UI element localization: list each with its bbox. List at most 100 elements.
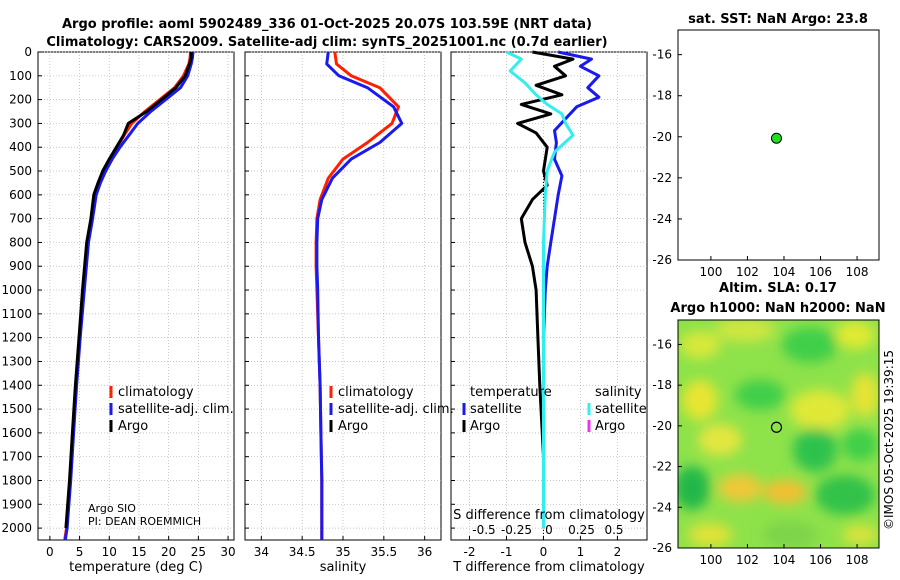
legend-satellite-adj: satellite-adj. clim. [118, 402, 234, 417]
map-x-tick-label: 106 [809, 553, 832, 567]
x-tick-label: 34.5 [289, 545, 316, 559]
depth-tick-label: 1300 [1, 354, 32, 368]
map-y-tick-label: -22 [652, 460, 672, 474]
t-difference-axis-label: T difference from climatology [452, 560, 645, 575]
legend-climatology: climatology [118, 385, 194, 400]
legend-temperature-header: temperature [470, 385, 552, 400]
x-tick-label: 35.5 [370, 545, 397, 559]
x-tick-label: 35 [335, 545, 350, 559]
legend-argo-temp: Argo [470, 419, 500, 434]
map-x-tick-label: 102 [736, 553, 759, 567]
depth-tick-label: 900 [9, 259, 32, 273]
map-x-tick-label: 104 [773, 553, 796, 567]
x-tick-label: 36 [417, 545, 432, 559]
x-tick-label: 15 [131, 545, 146, 559]
series-satellite-adj-clim- [315, 51, 404, 540]
depth-tick-label: 1400 [1, 378, 32, 392]
depth-tick-label: 800 [9, 235, 32, 249]
depth-tick-label: 1900 [1, 497, 32, 511]
sst-map-ticks: 100 102 104 106 108 -16 -18 -20 -22 -24 -26 [652, 48, 868, 279]
profile-series [63, 50, 601, 541]
x-tick-label: 25 [191, 545, 206, 559]
depth-tick-label: 2000 [1, 521, 32, 535]
legend-climatology-2: climatology [338, 385, 414, 400]
map-y-tick-label: -20 [652, 130, 672, 144]
series-satellite-salinity [505, 50, 575, 529]
sst-argo-marker [770, 132, 782, 144]
imos-watermark: ©IMOS 05-Oct-2025 19:39:15 [882, 350, 896, 530]
map-x-tick-label: 100 [699, 265, 722, 279]
map-x-tick-label: 106 [809, 265, 832, 279]
sst-map-frame [677, 29, 880, 261]
depth-tick-label: 500 [9, 164, 32, 178]
x-tick-label: 0 [46, 545, 54, 559]
depth-tick-label: 1100 [1, 307, 32, 321]
x-tick-label: -1 [500, 545, 512, 559]
sla-map-ticks: 100 102 104 106 108 -16 -18 -20 -22 -24 -26 [652, 337, 868, 567]
legend-argo-2: Argo [338, 419, 368, 434]
depth-tick-label: 0 [24, 45, 32, 59]
depth-tick-label: 1600 [1, 426, 32, 440]
depth-tick-label: 1200 [1, 331, 32, 345]
map-y-tick-label: -16 [652, 48, 672, 62]
credit-org: Argo SIO [88, 502, 136, 515]
sst-panel-title: sat. SST: NaN Argo: 23.8 [688, 12, 868, 27]
temperature-axis-label: temperature (deg C) [69, 560, 203, 575]
s-difference-tick-label: 0.5 [604, 523, 623, 537]
gridlines [38, 51, 647, 540]
legend-satellite-sal: satellite [595, 402, 647, 417]
map-y-tick-label: -18 [652, 378, 672, 392]
s-difference-label: S difference from climatology [453, 508, 645, 523]
depth-tick-label: 1800 [1, 473, 32, 487]
map-y-tick-label: -18 [652, 89, 672, 103]
series-argo-temperature [516, 50, 575, 529]
sla-panel-title1: Altim. SLA: 0.17 [719, 281, 837, 296]
depth-tick-label: 100 [9, 69, 32, 83]
x-tick-label: 2 [614, 545, 622, 559]
sla-argo-marker [770, 421, 783, 433]
difference-panel-frame [450, 51, 648, 541]
s-difference-tick-label: 0.25 [568, 523, 595, 537]
sla-panel-title2: Argo h1000: NaN h2000: NaN [670, 301, 885, 316]
depth-tick-label: 600 [9, 188, 32, 202]
map-x-tick-label: 100 [699, 553, 722, 567]
map-y-tick-label: -20 [652, 419, 672, 433]
temperature-legend: climatology satellite-adj. clim. Argo [109, 385, 234, 434]
difference-legend: temperature salinity satellite Argo sate… [462, 385, 647, 434]
x-tick-label: 20 [161, 545, 176, 559]
depth-tick-label: 1000 [1, 283, 32, 297]
map-y-tick-label: -26 [652, 253, 672, 267]
map-x-tick-label: 108 [846, 553, 869, 567]
map-x-tick-label: 102 [736, 265, 759, 279]
salinity-axis-label: salinity [320, 560, 367, 575]
depth-tick-label: 1700 [1, 450, 32, 464]
map-x-tick-label: 108 [846, 265, 869, 279]
x-tick-label: -2 [464, 545, 476, 559]
x-tick-label: 34 [254, 545, 269, 559]
legend-satellite-temp: satellite [470, 402, 522, 417]
legend-argo: Argo [118, 419, 148, 434]
sla-map-field [678, 320, 879, 548]
x-tick-labels: 0 5 10 15 20 25 30 34 34.5 35 35.5 36 -2 -1 0 1 2 [46, 545, 621, 559]
credit-pi: PI: DEAN ROEMMICH [88, 515, 201, 528]
depth-tick-label: 700 [9, 212, 32, 226]
map-y-tick-label: -16 [652, 337, 672, 351]
x-tick-label: 1 [577, 545, 585, 559]
s-difference-tick-label: 0 [545, 523, 553, 537]
legend-salinity-header: salinity [595, 385, 642, 400]
s-difference-ticks: -0.5 -0.25 0 0.25 0.5 [472, 523, 623, 537]
depth-tick-label: 1500 [1, 402, 32, 416]
map-x-tick-label: 104 [773, 265, 796, 279]
x-tick-label: 5 [76, 545, 84, 559]
map-y-tick-label: -26 [652, 541, 672, 555]
x-tick-label: 30 [220, 545, 235, 559]
depth-tick-label: 400 [9, 140, 32, 154]
header-line1: Argo profile: aoml 5902489_336 01-Oct-20… [62, 17, 592, 32]
x-tick-label: 10 [102, 545, 117, 559]
header-line2: Climatology: CARS2009. Satellite-adj cli… [46, 35, 607, 50]
legend-argo-sal: Argo [595, 419, 625, 434]
legend-satellite-adj-2: satellite-adj. clim. [338, 402, 454, 417]
map-y-tick-label: -24 [652, 500, 672, 514]
depth-tick-label: 200 [9, 93, 32, 107]
